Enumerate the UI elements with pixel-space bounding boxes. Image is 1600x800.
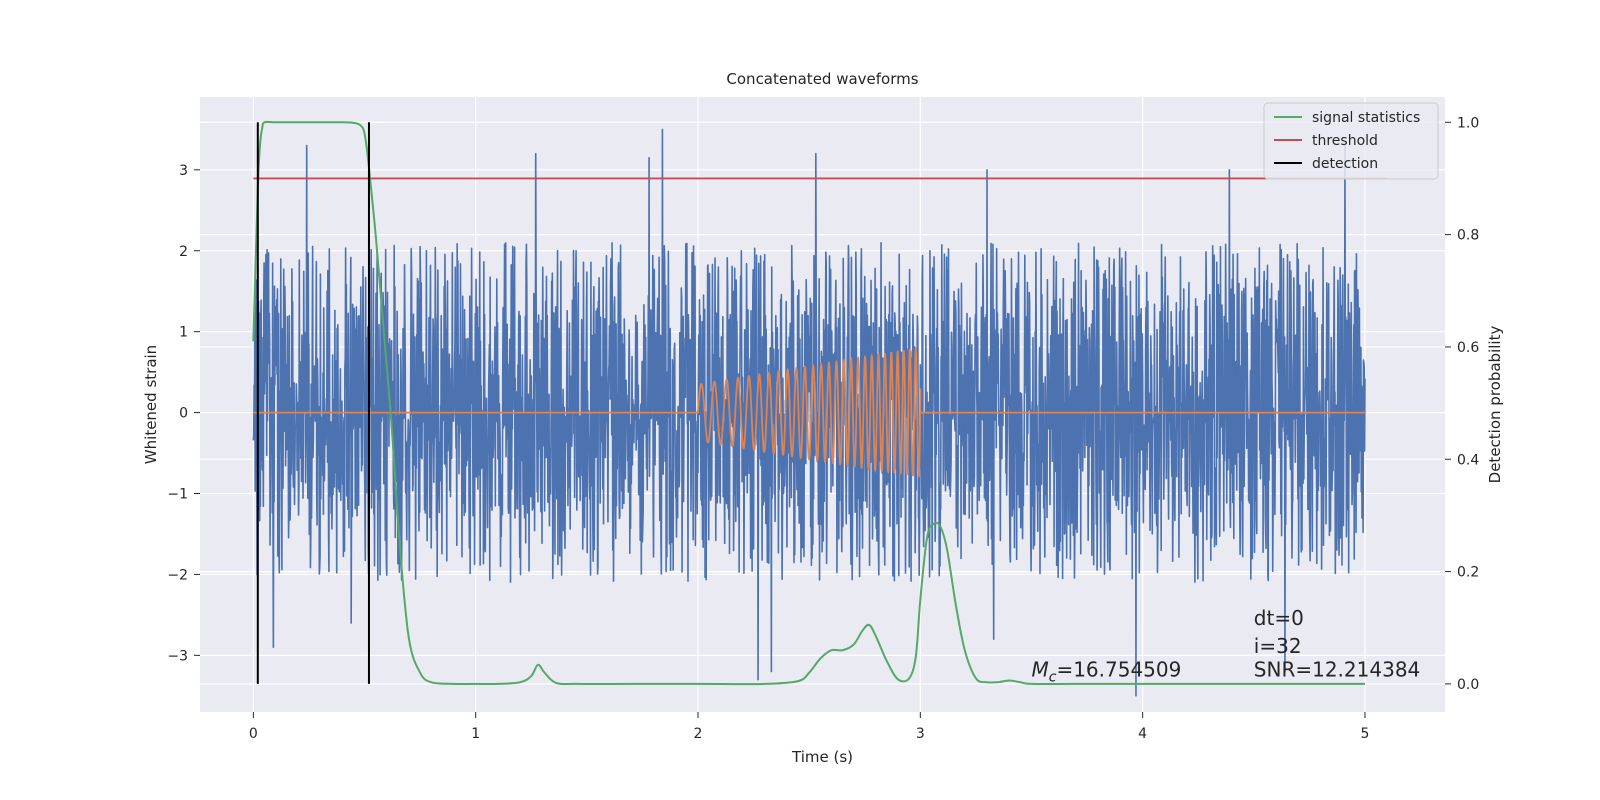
legend-box (1263, 102, 1439, 180)
y-axis-title-left: Whitened strain (142, 345, 160, 464)
annotation-chirp-mass-symbol: M (1031, 658, 1048, 682)
legend-label-threshold: threshold (1312, 133, 1378, 149)
annotation-chirp-mass-value: =16.754509 (1056, 658, 1181, 682)
y-tick-label-left: 2 (179, 244, 188, 260)
annotations: dt=0 i=32 SNR=12.214384 Mc=16.754509 (1031, 606, 1420, 686)
legend-label-signal-statistics: signal statistics (1312, 110, 1420, 126)
annotation-chirp-mass: Mc=16.754509 (1031, 658, 1181, 686)
annotation-dt: dt=0 (1254, 606, 1304, 630)
y-tick-label-right: 1.0 (1457, 115, 1479, 131)
y-tick-label-right: 0.0 (1457, 677, 1479, 693)
y-tick-label-right: 0.2 (1457, 565, 1479, 581)
y-tick-label-left: −3 (167, 648, 188, 664)
annotation-snr: SNR=12.214384 (1254, 658, 1420, 682)
x-tick-label: 3 (916, 726, 925, 742)
axes-layer: 0 1 2 3 4 5 −3 −2 −1 0 1 2 3 0.0 0.2 0.4 0.6 0.8 1.0 (167, 115, 1479, 742)
y-tick-label-left: −1 (167, 487, 188, 503)
x-tick-label: 4 (1138, 726, 1147, 742)
x-tick-label: 1 (471, 726, 480, 742)
y-tick-label-right: 0.4 (1457, 452, 1479, 468)
y-tick-label-right: 0.6 (1457, 340, 1479, 356)
y-tick-label-left: 0 (179, 406, 188, 422)
series-template-line (253, 347, 1365, 478)
legend: signal statistics threshold detection (1263, 102, 1439, 180)
legend-label-detection: detection (1312, 156, 1378, 172)
series-layer (252, 120, 1388, 697)
x-tick-label: 2 (694, 726, 703, 742)
x-tick-label: 0 (249, 726, 258, 742)
y-tick-label-left: 3 (179, 163, 188, 179)
annotation-index: i=32 (1254, 634, 1302, 658)
series-strain-line (252, 128, 1366, 697)
y-tick-label-left: 1 (179, 325, 188, 341)
y-tick-label-right: 0.8 (1457, 228, 1479, 244)
series-signal-statistics-line (252, 120, 1365, 686)
x-axis-title: Time (s) (791, 748, 853, 766)
annotation-chirp-mass-subscript: c (1049, 670, 1057, 686)
chart-title: Concatenated waveforms (726, 70, 918, 88)
y-axis-title-right: Detection probability (1486, 326, 1504, 484)
x-tick-label: 5 (1361, 726, 1370, 742)
y-tick-label-left: −2 (167, 567, 188, 583)
